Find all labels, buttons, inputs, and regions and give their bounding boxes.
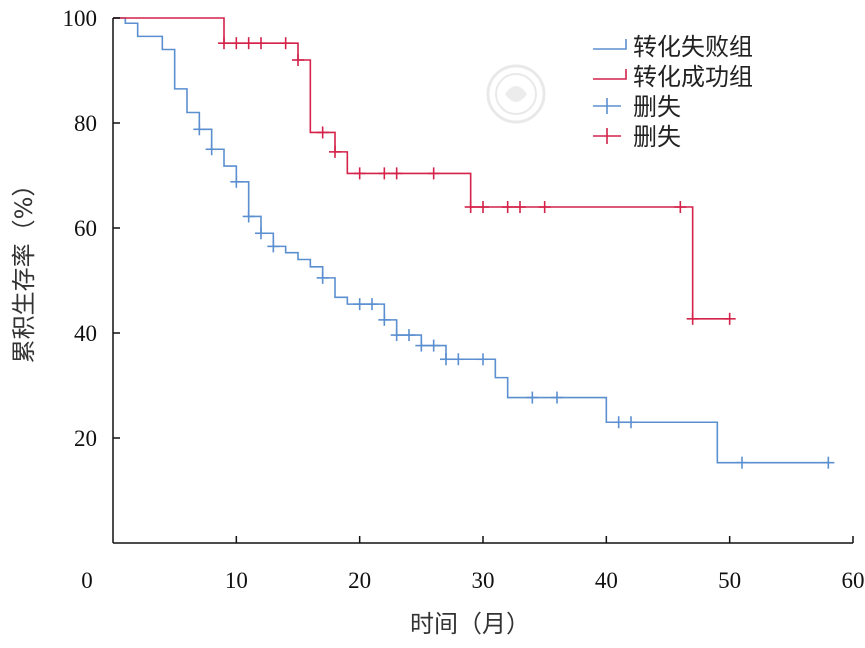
censor-mark: [316, 271, 329, 284]
censor-mark: [316, 126, 329, 139]
censor-mark: [464, 201, 477, 213]
legend-item: 转化成功组: [593, 63, 753, 91]
censor-mark: [193, 123, 206, 136]
censor-mark: [477, 201, 489, 213]
censor-mark: [366, 298, 378, 311]
censor-mark: [292, 54, 304, 66]
censor-mark: [452, 353, 465, 366]
censor-mark: [279, 37, 292, 50]
censor-mark: [822, 456, 835, 469]
censor-mark: [723, 312, 736, 325]
censor-mark: [477, 353, 489, 366]
censor-mark: [390, 329, 403, 342]
legend-item: 删失: [593, 123, 681, 151]
x-tick-label: 20: [348, 568, 371, 593]
y-axis-title: 累积生存率（%）: [10, 173, 38, 364]
censor-mark: [230, 175, 243, 188]
censor-mark: [390, 167, 403, 180]
censor-mark: [242, 210, 255, 223]
x-axis-title: 时间（月）: [410, 610, 530, 638]
censor-mark: [612, 416, 625, 429]
censor-mark: [686, 312, 699, 325]
x-tick-label: 0: [81, 568, 93, 593]
censor-mark: [427, 339, 440, 352]
legend-line-swatch: [593, 39, 627, 50]
legend-label: 转化失败组: [633, 33, 753, 61]
watermark-seal-icon: [486, 64, 546, 124]
legend-label: 转化成功组: [633, 63, 753, 91]
x-tick-label: 60: [842, 568, 865, 593]
censor-mark: [415, 339, 428, 352]
censor-mark: [242, 37, 255, 50]
censor-mark: [205, 143, 218, 156]
x-tick-label: 30: [472, 568, 495, 593]
censor-mark: [230, 37, 243, 50]
x-tick-label: 10: [225, 568, 248, 593]
censor-mark: [329, 145, 341, 158]
y-tick-label: 100: [63, 6, 98, 31]
censor-mark: [427, 167, 440, 180]
censor-mark: [526, 391, 539, 404]
y-tick-label: 40: [74, 321, 97, 346]
y-tick-label: 80: [74, 111, 97, 136]
legend-line-swatch: [593, 69, 627, 80]
censor-mark: [625, 416, 637, 429]
x-tick-label: 50: [718, 568, 741, 593]
censor-mark: [353, 167, 366, 180]
censor-mark: [218, 37, 230, 50]
y-tick-label: 20: [74, 426, 97, 451]
y-tick-label: 60: [74, 216, 97, 241]
legend-item: 删失: [593, 93, 681, 121]
censor-mark: [267, 240, 280, 253]
censor-mark: [501, 201, 514, 213]
censor-mark: [538, 201, 551, 213]
x-tick-label: 40: [595, 568, 618, 593]
legend-label: 删失: [633, 93, 681, 121]
censor-mark: [353, 298, 366, 311]
censor-mark: [378, 167, 391, 180]
censor-mark: [440, 353, 452, 366]
censor-mark: [674, 201, 687, 213]
plot-area: [113, 17, 835, 469]
censor-mark: [736, 456, 748, 469]
censor-mark: [255, 37, 267, 50]
censor-mark: [551, 391, 563, 404]
legend-item: 转化失败组: [593, 33, 753, 61]
censor-mark: [378, 313, 391, 326]
legend-label: 删失: [633, 123, 681, 151]
censor-mark: [514, 201, 526, 213]
censor-mark: [255, 227, 267, 240]
axes: 0 10 20 30 40 50 60 20 40 60 80 100: [63, 6, 865, 593]
censor-mark: [403, 329, 415, 342]
